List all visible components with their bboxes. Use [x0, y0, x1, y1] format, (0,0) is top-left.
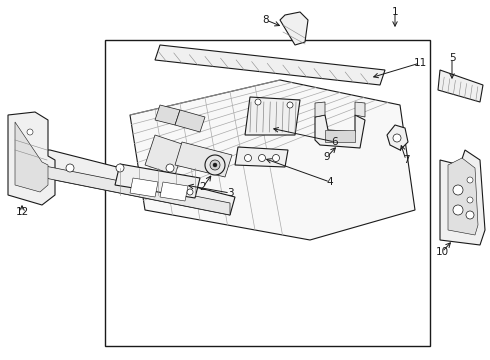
Text: 5: 5 — [449, 53, 455, 63]
Polygon shape — [387, 125, 408, 150]
Circle shape — [27, 129, 33, 135]
Polygon shape — [315, 115, 365, 148]
Text: 4: 4 — [327, 177, 333, 187]
Circle shape — [167, 152, 173, 158]
Circle shape — [272, 154, 279, 162]
Circle shape — [157, 152, 163, 158]
Polygon shape — [160, 182, 188, 201]
Circle shape — [205, 155, 225, 175]
Polygon shape — [280, 12, 308, 45]
Circle shape — [453, 185, 463, 195]
Text: 9: 9 — [324, 152, 330, 162]
Text: 1: 1 — [392, 7, 398, 17]
Polygon shape — [175, 142, 232, 177]
Text: 3: 3 — [227, 188, 233, 198]
Circle shape — [467, 197, 473, 203]
Polygon shape — [145, 135, 185, 175]
Polygon shape — [448, 158, 478, 235]
Circle shape — [453, 205, 463, 215]
Circle shape — [259, 154, 266, 162]
Polygon shape — [440, 150, 485, 245]
Polygon shape — [130, 178, 158, 197]
Text: 6: 6 — [332, 137, 338, 147]
Circle shape — [166, 164, 174, 172]
Polygon shape — [155, 45, 385, 85]
Polygon shape — [130, 80, 415, 240]
Circle shape — [66, 164, 74, 172]
Text: 10: 10 — [436, 247, 448, 257]
Circle shape — [287, 102, 293, 108]
Polygon shape — [30, 163, 230, 215]
Bar — [325, 130, 355, 142]
Text: 7: 7 — [403, 155, 409, 165]
Circle shape — [393, 134, 401, 142]
Polygon shape — [115, 164, 200, 198]
Text: 12: 12 — [15, 207, 28, 217]
Text: 2: 2 — [200, 182, 206, 192]
Text: 11: 11 — [414, 58, 427, 68]
Polygon shape — [438, 70, 483, 102]
Circle shape — [255, 99, 261, 105]
Circle shape — [245, 154, 251, 162]
Circle shape — [466, 211, 474, 219]
Polygon shape — [155, 105, 180, 125]
Polygon shape — [245, 97, 300, 135]
Polygon shape — [30, 150, 235, 215]
Polygon shape — [355, 102, 365, 117]
Text: 8: 8 — [263, 15, 270, 25]
Circle shape — [116, 164, 124, 172]
Polygon shape — [175, 110, 205, 132]
Polygon shape — [235, 147, 288, 167]
Polygon shape — [315, 102, 325, 117]
Polygon shape — [8, 112, 55, 205]
Polygon shape — [15, 122, 48, 192]
Circle shape — [187, 189, 193, 195]
Circle shape — [210, 160, 220, 170]
Bar — [105, 40, 430, 346]
Circle shape — [467, 177, 473, 183]
Circle shape — [213, 163, 217, 167]
